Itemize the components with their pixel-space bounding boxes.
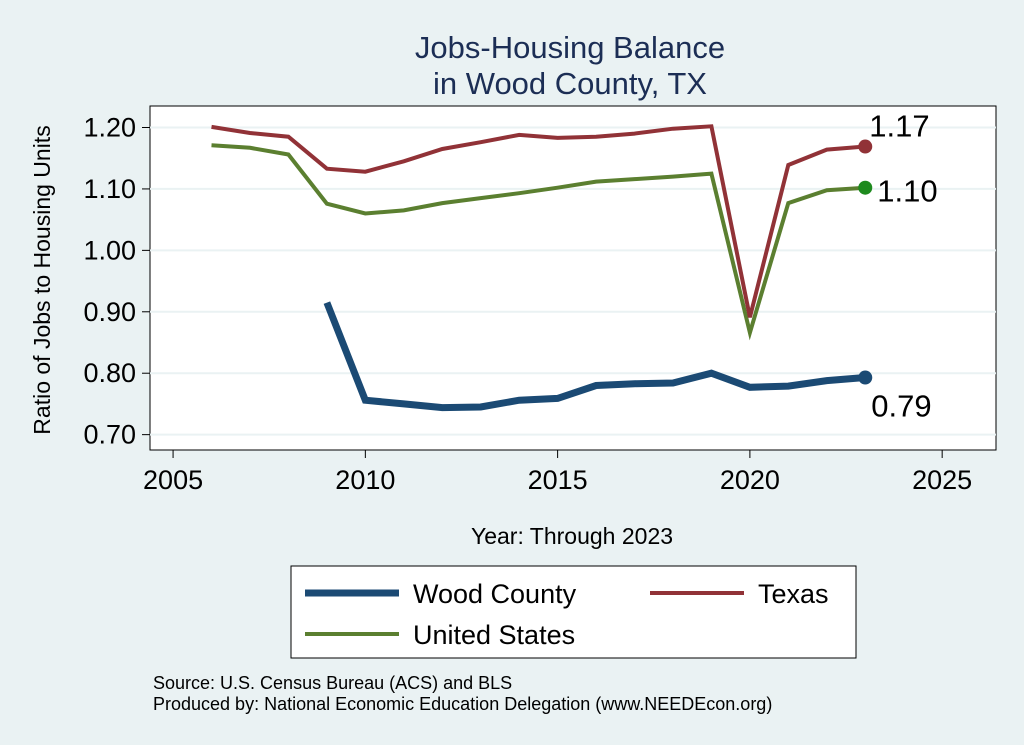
series-line-texas (211, 124, 866, 318)
series-end-markers: 0.79 1.17 1.10 (858, 109, 938, 424)
end-value-label: 1.17 (869, 109, 929, 144)
producer-note: Produced by: National Economic Education… (153, 694, 772, 714)
x-axis-title: Year: Through 2023 (471, 523, 673, 549)
end-marker-texas (858, 139, 873, 154)
y-tick-label: 1.10 (83, 174, 136, 204)
x-tick-label: 2020 (720, 465, 780, 495)
chart-title-line-1: Jobs-Housing Balance (415, 30, 725, 65)
y-axis-title: Ratio of Jobs to Housing Units (29, 125, 55, 434)
chart-title-line-2: in Wood County, TX (433, 66, 707, 101)
plot-area (149, 105, 997, 451)
y-tick-label: 0.90 (83, 297, 136, 327)
legend-label: United States (413, 620, 575, 650)
legend-label: Texas (758, 579, 829, 609)
x-axis-ticks: 2005 2010 2015 2020 2025 (143, 450, 972, 495)
end-marker-wood-county (858, 370, 873, 385)
x-tick-label: 2015 (528, 465, 588, 495)
legend-box (290, 565, 857, 659)
series-lines (211, 124, 866, 412)
end-value-label: 1.10 (877, 174, 937, 209)
y-tick-label: 0.70 (83, 420, 136, 450)
end-marker-united-states (858, 180, 873, 195)
y-axis-ticks: 0.70 0.80 0.90 1.00 1.10 1.20 (83, 113, 150, 450)
x-tick-label: 2025 (912, 465, 972, 495)
x-tick-label: 2005 (143, 465, 203, 495)
source-note: Source: U.S. Census Bureau (ACS) and BLS (153, 673, 512, 693)
gridlines (150, 126, 996, 436)
y-tick-label: 1.20 (83, 113, 136, 143)
y-tick-label: 0.80 (83, 358, 136, 388)
legend-label: Wood County (413, 579, 577, 609)
legend: Wood County Texas United States (290, 565, 857, 659)
y-tick-label: 1.00 (83, 235, 136, 265)
x-tick-label: 2010 (335, 465, 395, 495)
end-value-label: 0.79 (871, 389, 931, 424)
series-line-united-states (211, 143, 866, 341)
series-line-wood-county (323, 301, 866, 412)
